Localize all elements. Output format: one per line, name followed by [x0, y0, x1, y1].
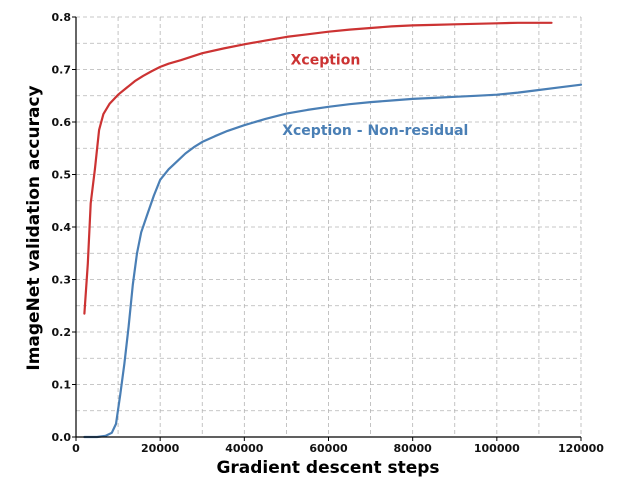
y-tick-label: 0.6: [52, 116, 72, 129]
x-tick-label: 80000: [394, 442, 433, 455]
x-tick-label: 60000: [309, 442, 348, 455]
series-label-xception: Xception: [291, 52, 361, 68]
series-line-xception: [83, 21, 553, 315]
series-label-xception-non-residual: Xception - Non-residual: [282, 123, 468, 139]
y-tick-label: 0.3: [52, 274, 72, 287]
y-tick-label: 0.2: [52, 326, 72, 339]
x-tick-label: 20000: [141, 442, 180, 455]
y-tick-label: 0.8: [52, 11, 72, 24]
y-tick-label: 0.5: [52, 169, 72, 182]
series-lines: [83, 21, 583, 439]
y-tick-label: 0.0: [52, 431, 72, 444]
x-axis-title: Gradient descent steps: [216, 458, 439, 478]
series-labels: Xception Xception - Non-residual: [282, 52, 468, 139]
y-tick-label: 0.4: [52, 221, 72, 234]
x-tick-label: 100000: [474, 442, 520, 455]
x-tick-label: 40000: [225, 442, 264, 455]
series-line-xception-non-residual: [83, 83, 583, 439]
y-tick-label: 0.7: [52, 64, 72, 77]
y-tick-label: 0.1: [52, 379, 72, 392]
x-tick-label: 0: [72, 442, 80, 455]
grid-lines: [75, 16, 582, 438]
y-axis-title: ImageNet validation accuracy: [24, 85, 44, 370]
x-tick-label: 120000: [558, 442, 604, 455]
tick-labels: 0 20000 40000 60000 80000 100000 120000 0.0 0.1 0…: [52, 11, 605, 455]
